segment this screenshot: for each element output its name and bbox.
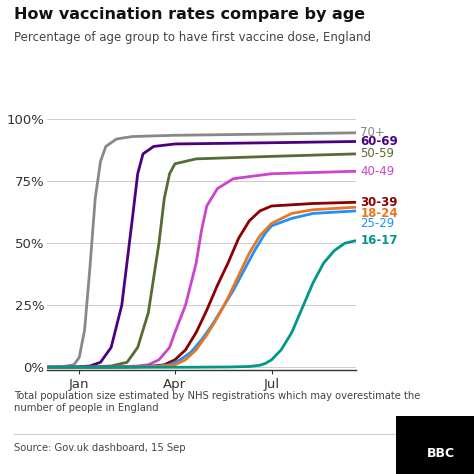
Text: 60-69: 60-69 — [360, 135, 398, 148]
Text: 18-24: 18-24 — [360, 207, 398, 220]
Text: 30-39: 30-39 — [360, 196, 398, 209]
Text: Total population size estimated by NHS registrations which may overestimate the
: Total population size estimated by NHS r… — [14, 391, 420, 413]
Text: BBC: BBC — [427, 447, 455, 460]
Text: 40-49: 40-49 — [360, 165, 394, 178]
Text: 16-17: 16-17 — [360, 234, 398, 247]
Text: Percentage of age group to have first vaccine dose, England: Percentage of age group to have first va… — [14, 31, 371, 44]
Text: 25-29: 25-29 — [360, 217, 394, 230]
Text: How vaccination rates compare by age: How vaccination rates compare by age — [14, 7, 365, 22]
Text: 70+: 70+ — [360, 126, 385, 139]
Text: 50-59: 50-59 — [360, 147, 394, 160]
Text: Source: Gov.uk dashboard, 15 Sep: Source: Gov.uk dashboard, 15 Sep — [14, 443, 186, 453]
